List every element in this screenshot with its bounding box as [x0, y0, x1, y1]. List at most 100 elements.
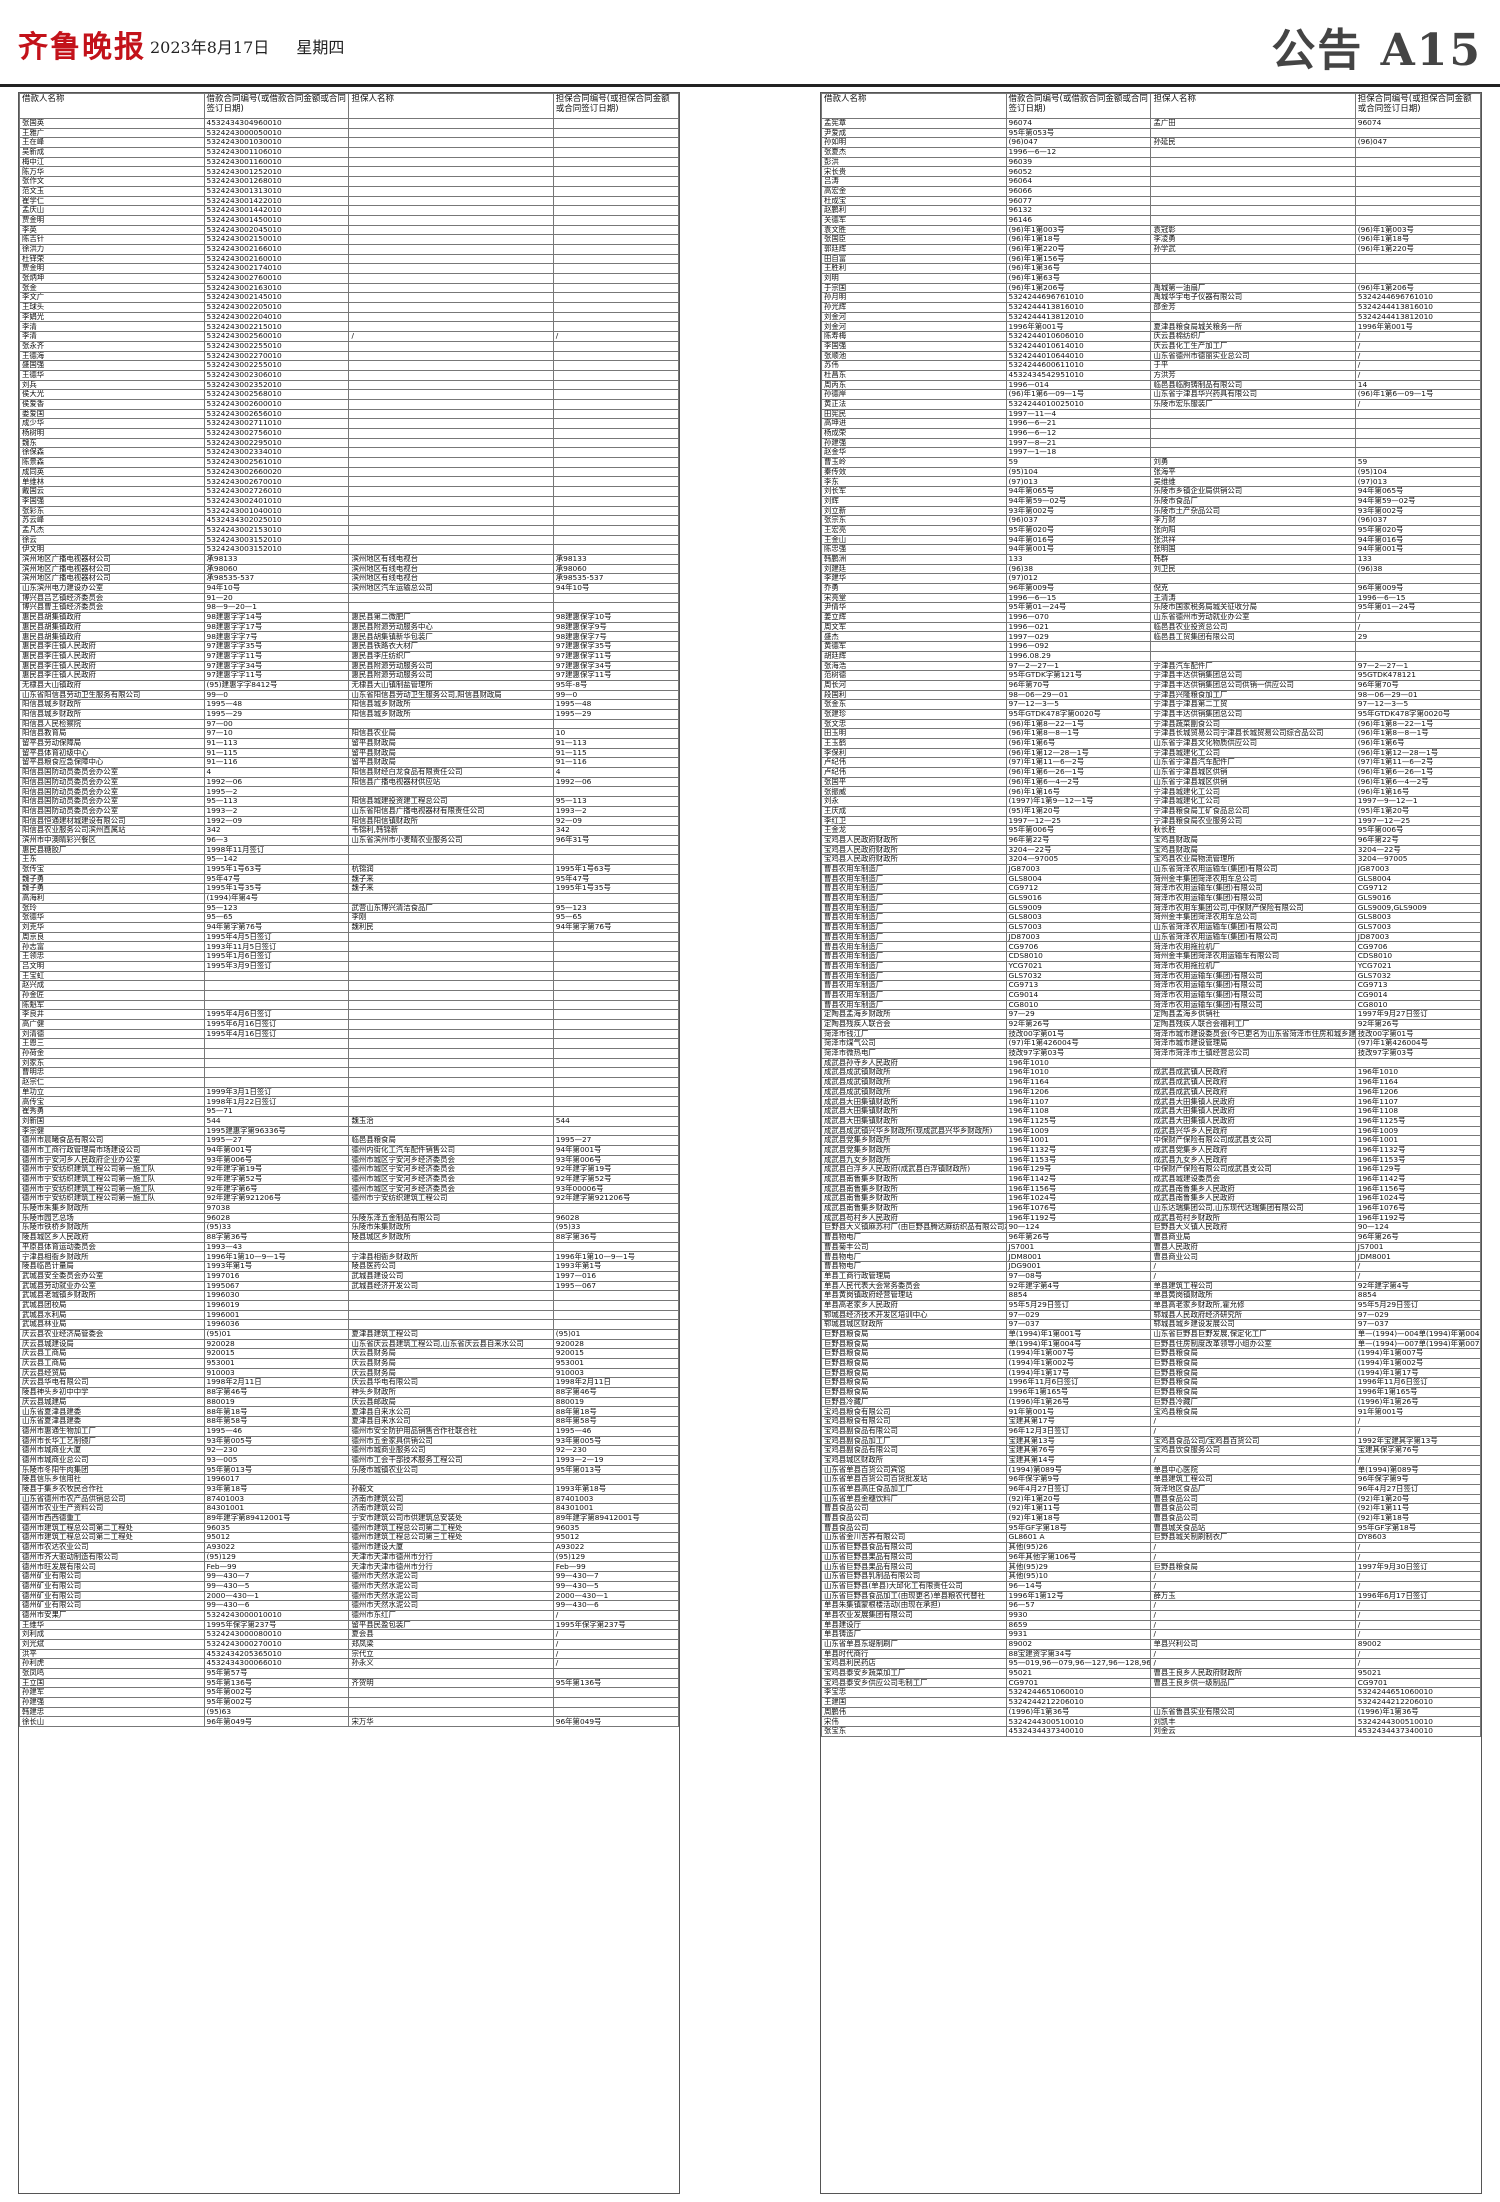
borrower-cell: 王恩三: [19, 1038, 205, 1049]
guarantee-contract-cell: [552, 1203, 679, 1214]
guarantor-cell: 陵县医药公司: [348, 1261, 554, 1272]
borrower-cell: 巨野县大义镇麻苏村厂(由巨野县腾达麻纺织品有限公司承担): [821, 1222, 1007, 1234]
borrower-cell: 德州市宁安纺织建筑工程公司第一施工队: [19, 1193, 205, 1204]
table-row: 庆云县工商局 953001 庆云县财务局 953001: [19, 1358, 679, 1369]
guarantor-cell: 留平县财政局: [348, 738, 554, 749]
borrower-cell: 山东省巨野县食品加工(由现更名)单县粮农代替社: [821, 1590, 1007, 1602]
guarantor-cell: 济南市建筑公司: [348, 1503, 554, 1514]
table-row: 李清 5324243002215010: [19, 321, 679, 333]
borrower-cell: 德州矿业有限公司: [19, 1590, 205, 1602]
guarantee-contract-cell: (96)年1第16号: [1354, 786, 1481, 798]
guarantee-contract-cell: [552, 369, 679, 381]
loan-contract-cell: (97)012: [1005, 573, 1152, 584]
guarantor-cell: 单县建筑工程公司: [1150, 1474, 1356, 1485]
guarantee-contract-cell: DY8603: [1354, 1532, 1481, 1544]
borrower-cell: 阳信县国防动员委员会办公室: [19, 767, 205, 778]
guarantor-cell: 夏津县自来水公司: [348, 1416, 554, 1427]
borrower-cell: 成武县成武镇财政所: [821, 1077, 1007, 1088]
table-row: 王东 95—142: [19, 854, 679, 865]
borrower-cell: 宝鸡县粮食有限公司: [821, 1416, 1007, 1427]
table-row: 山东省夏津县建委 88年第18号 夏津县自来水公司 88年第18号: [19, 1406, 679, 1418]
borrower-cell: 平原县体育运动委员会: [19, 1241, 205, 1253]
loan-contract-cell: 5324244010644010: [1005, 350, 1152, 362]
table-row: 宝鸡县副食品有限公司 宝建其第76号 宝鸡县饮食服务公司 宝建其保字第76号: [821, 1445, 1481, 1456]
loan-contract-cell: 99—430—7: [203, 1571, 350, 1582]
loan-contract-cell: 97—08号: [1005, 1270, 1152, 1282]
loan-contract-cell: (96)年1第63号: [1005, 273, 1152, 284]
guarantee-contract-cell: 1997年9月27日签订: [1354, 1009, 1481, 1020]
loan-contract-cell: 1996—6—21: [1005, 418, 1152, 429]
table-row: 李国强 5324244010614010 庆云县化工生产加工厂 /: [821, 340, 1481, 352]
table-row: 卢纪伟 (97)年1第11—6—2号 山东省宁津县汽车配件厂 (97)年1第11—6—…: [821, 757, 1481, 769]
guarantor-cell: [1150, 195, 1356, 207]
guarantee-contract-cell: 91—116: [552, 757, 679, 769]
borrower-cell: 武城县劳动就业办公室: [19, 1280, 205, 1292]
table-row: 胡廷辉 1996.08.29: [821, 650, 1481, 662]
guarantee-contract-cell: 承98535-537: [552, 573, 679, 584]
table-row: 曹县农用车制造厂 GLS8003 菏州金丰集团菏泽农用车总公司 GLS8003: [821, 912, 1481, 924]
loan-contract-cell: (96)037: [1005, 515, 1152, 526]
guarantor-cell: 留平县财政局: [348, 757, 554, 769]
guarantor-cell: 武城县建设公司: [348, 1270, 554, 1282]
borrower-cell: 陵县神头乡初中中学: [19, 1387, 205, 1398]
guarantor-cell: 滨州地区有线电视台: [348, 573, 554, 584]
borrower-cell: 田玉明: [821, 728, 1007, 739]
left-loan-table: 借款人名称 借款合同编号(或借款合同金额或合同签订日期) 担保人名称 担保合同编…: [19, 93, 679, 1728]
guarantee-contract-cell: [1354, 408, 1481, 420]
table-row: 卢纪伟 (96)年1第6—26—1号 山东省宁津县城区供销 (96)年1第6—26—1…: [821, 767, 1481, 778]
loan-contract-cell: 196年1164: [1005, 1077, 1152, 1088]
guarantee-contract-cell: /: [1354, 1261, 1481, 1272]
table-row: 孙德岸 (96)年1第6—09—1号 山东省宁津县华兴药具有限公司 (96)年1第6—…: [821, 389, 1481, 400]
loan-contract-cell: CG9706: [1005, 941, 1152, 953]
table-row: 陈吉针 5324243002150010: [19, 234, 679, 245]
guarantor-cell: 单县黄岗镇财政所: [1150, 1290, 1356, 1301]
loan-contract-cell: CG8010: [1005, 999, 1152, 1011]
guarantor-cell: [348, 844, 554, 856]
guarantor-cell: 成武县南鲁集乡人民政府: [1150, 1193, 1356, 1204]
borrower-cell: 山东省单县百货公司宾馆: [821, 1464, 1007, 1476]
guarantor-cell: [348, 166, 554, 178]
guarantee-contract-cell: [552, 428, 679, 439]
guarantee-contract-cell: [552, 1038, 679, 1049]
borrower-cell: 刘明: [821, 273, 1007, 284]
table-row: 王立国 95年第136号 齐贺明 95年第136号: [19, 1677, 679, 1689]
table-row: 成武县南鲁集乡财政所 196年1024号 成武县南鲁集乡人民政府 196年1024号: [821, 1193, 1481, 1204]
borrower-cell: 魏东: [19, 437, 205, 449]
table-row: 惠民县胡集镇政府 98建惠字字14号 惠民县第二微肥厂 98建惠保字10号: [19, 612, 679, 623]
guarantee-contract-cell: [552, 486, 679, 497]
borrower-cell: 宁津县相衙乡财政所: [19, 1251, 205, 1263]
guarantor-cell: [1150, 185, 1356, 197]
guarantor-cell: 无棣县大山镇制盐管理所: [348, 679, 554, 691]
guarantee-contract-cell: 5324244300510010: [1354, 1716, 1481, 1728]
guarantee-contract-cell: 92—230: [552, 1445, 679, 1456]
table-row: 曹县农用车制造厂 CG9712 菏泽市农用运输车(集团)有限公司 CG9712: [821, 883, 1481, 894]
table-row: 山东省巨野县果品有限公司 96年其他字第106号 / /: [821, 1551, 1481, 1563]
guarantor-cell: 宝鸡县财政局: [1150, 844, 1356, 856]
borrower-cell: 孙荷金: [19, 1048, 205, 1059]
guarantor-cell: 巨野县城关制刷制衣厂: [1150, 1532, 1356, 1544]
guarantee-contract-cell: 97—12—3—5: [1354, 699, 1481, 710]
table-row: 刘利成 5324243000080010 夏会县 /: [19, 1629, 679, 1640]
guarantee-contract-cell: 91—115: [552, 747, 679, 759]
table-row: 山东省巨野县乳制品有限公司 其他(95)10//: [821, 1571, 1481, 1582]
left-table-body: 张国英 4532434304960010 王雅广 5324243000050010 王在…: [19, 118, 679, 1728]
guarantee-contract-cell: 98建惠保字9号: [552, 621, 679, 633]
table-row: 单县农业发展集团有限公司 9930//: [821, 1609, 1481, 1621]
loan-contract-cell: 342: [203, 825, 350, 836]
loan-contract-cell: 1997—11—4: [1005, 408, 1152, 420]
loan-contract-cell: 95年GF字第18号: [1005, 1522, 1152, 1534]
guarantee-contract-cell: 14: [1354, 379, 1481, 391]
table-row: 张宗东 (96)037 李万财 (96)037: [821, 515, 1481, 526]
guarantor-cell: 菏州金丰集团菏泽农用车总公司: [1150, 873, 1356, 885]
guarantor-cell: [348, 350, 554, 362]
borrower-cell: 张宗东: [821, 515, 1007, 526]
loan-contract-cell: 98建惠字字14号: [203, 612, 350, 623]
guarantee-contract-cell: [1354, 195, 1481, 207]
table-row: 李英 5324243002045010: [19, 224, 679, 236]
guarantor-cell: /: [1150, 1542, 1356, 1553]
guarantee-contract-cell: [552, 1028, 679, 1040]
guarantor-cell: 留平县财政局: [348, 747, 554, 759]
loan-contract-cell: Feb—99: [203, 1561, 350, 1573]
guarantor-cell: [348, 1319, 554, 1330]
guarantor-cell: [348, 428, 554, 439]
